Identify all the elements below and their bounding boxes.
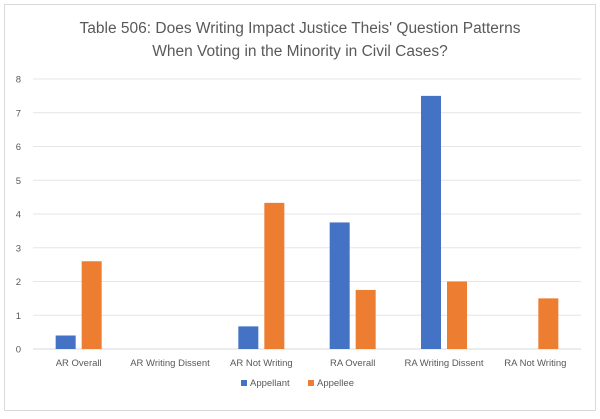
legend-label-appellant: Appellant — [250, 378, 290, 389]
y-tick-label: 7 — [16, 108, 21, 119]
x-tick-label: AR Overall — [56, 358, 102, 369]
chart-title: Table 506: Does Writing Impact Justice T… — [0, 17, 600, 63]
bar-appellee — [538, 298, 559, 349]
y-tick-label: 0 — [16, 345, 21, 356]
chart-title-line-1: Table 506: Does Writing Impact Justice T… — [79, 20, 521, 37]
y-tick-label: 2 — [16, 277, 21, 288]
chart-title-line-2: When Voting in the Minority in Civil Cas… — [152, 43, 448, 60]
y-tick-label: 6 — [16, 142, 21, 153]
bar-appellee — [355, 289, 376, 349]
bar-appellee — [447, 281, 467, 349]
bar-appellant — [329, 222, 350, 349]
bar-appellant — [55, 335, 76, 349]
x-tick-label: AR Writing Dissent — [130, 358, 210, 369]
y-tick-label: 3 — [16, 243, 21, 254]
chart-area — [4, 4, 596, 411]
legend-swatch-appellant — [241, 380, 247, 386]
legend-label-appellee: Appellee — [317, 378, 354, 389]
bar-appellant — [421, 95, 441, 349]
x-tick-label: AR Not Writing — [230, 358, 293, 369]
x-tick-label: RA Not Writing — [504, 358, 566, 369]
bar-appellant — [238, 326, 259, 349]
y-tick-label: 4 — [16, 210, 21, 221]
x-tick-label: RA Writing Dissent — [404, 358, 483, 369]
x-tick-label: RA Overall — [330, 358, 375, 369]
bar-appellee — [81, 261, 102, 349]
y-tick-label: 1 — [16, 311, 21, 322]
legend-swatch-appellee — [308, 380, 314, 386]
y-tick-label: 8 — [16, 75, 21, 86]
y-tick-label: 5 — [16, 176, 21, 187]
bar-appellee — [264, 202, 285, 349]
